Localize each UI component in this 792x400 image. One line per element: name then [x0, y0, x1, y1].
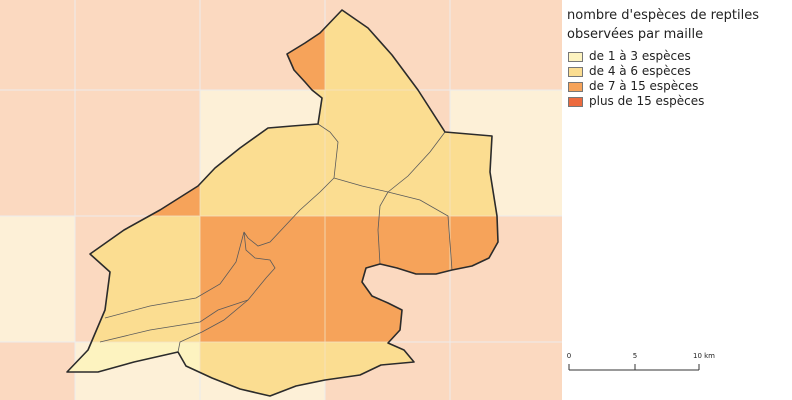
scale-label-0: 0 [567, 352, 571, 360]
legend-swatch [568, 66, 583, 77]
territory-outline [66, 9, 499, 397]
legend-title-line-1: nombre d'espèces de reptiles [567, 8, 759, 23]
legend-swatch [568, 51, 583, 62]
legend-label: de 7 à 15 espèces [589, 79, 699, 93]
map [0, 0, 562, 400]
scale-bar: 0 5 10 km [567, 352, 715, 371]
legend-label: de 1 à 3 espèces [589, 49, 691, 63]
legend-item-7-15: de 7 à 15 espèces [568, 79, 704, 94]
scale-label-10km: 10 km [693, 352, 715, 360]
scale-line [568, 364, 700, 371]
legend-title: nombre d'espèces de reptiles observées p… [567, 6, 787, 44]
legend-item-4-6: de 4 à 6 espèces [568, 64, 704, 79]
legend-label: de 4 à 6 espèces [589, 64, 691, 78]
legend-swatch [568, 96, 583, 107]
grid-cell-light [0, 216, 75, 342]
commune-borders [99, 123, 453, 353]
legend-item-1-3: de 1 à 3 espèces [568, 49, 704, 64]
legend-label: plus de 15 espèces [589, 94, 705, 108]
legend: de 1 à 3 espèces de 4 à 6 espèces de 7 à… [568, 49, 704, 109]
legend-title-line-2: observées par maille [567, 27, 704, 42]
legend-item-15-plus: plus de 15 espèces [568, 94, 704, 109]
legend-swatch [568, 81, 583, 92]
scale-label-5: 5 [633, 352, 637, 360]
